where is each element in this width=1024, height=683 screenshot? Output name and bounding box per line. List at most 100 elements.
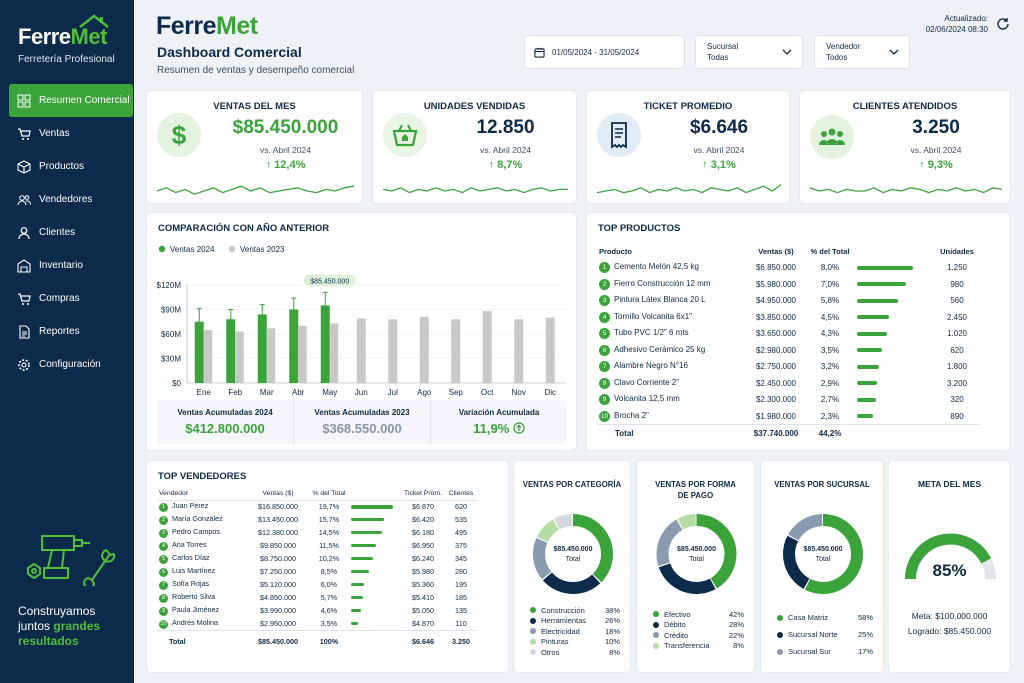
seller-name: Sofía Rojas bbox=[172, 579, 210, 588]
seller-filter[interactable]: Vendedor Todos bbox=[814, 35, 910, 69]
col-header: Vendedor bbox=[159, 489, 189, 497]
table-row[interactable]: 6 Luis Martínez $7.250.000 8,5% $5.980 280 bbox=[157, 565, 477, 578]
seller-sales: $12.380.000 bbox=[258, 528, 298, 537]
seller-pct-bar bbox=[351, 556, 373, 561]
kpi-comparison-label: vs. Abril 2024 bbox=[259, 145, 312, 155]
table-row[interactable]: 4 Tornillo Volcanita 6x1" $3.850.000 4,5% 2.… bbox=[597, 309, 981, 326]
sidebar-item-ventas[interactable]: Ventas bbox=[9, 117, 133, 150]
seller-ticket: $6.180 bbox=[412, 528, 434, 537]
table-row[interactable]: 1 Cemento Melón 42,5 kg $6.850.000 8,0% 1.25… bbox=[597, 260, 981, 277]
donut-slice-herramientas[interactable] bbox=[533, 514, 613, 594]
bar-2023-ago[interactable] bbox=[419, 316, 429, 383]
bar-2024-may[interactable] bbox=[320, 305, 330, 383]
donut-slice-sucursal-norte[interactable] bbox=[783, 514, 863, 594]
sidebar-item-inventario[interactable]: Inventario bbox=[9, 249, 133, 282]
donut-slice-débito[interactable] bbox=[656, 514, 737, 594]
table-row[interactable]: 10 Brocha 2" $1.980.000 2,3% 890 bbox=[597, 408, 981, 425]
table-row[interactable]: 3 Pintura Látex Blanca 20 L $4.950.000 5,8%… bbox=[597, 293, 981, 310]
bar-2023-dic[interactable] bbox=[545, 317, 555, 383]
donut-legend: Casa Matriz 58% Sucursal Norte 25% Sucursal … bbox=[777, 609, 873, 660]
x-tick-label: Feb bbox=[228, 388, 242, 397]
table-row[interactable]: 6 Adhesivo Cerámico 25 kg $2.980.000 3,5% 62… bbox=[597, 342, 981, 359]
x-tick-label: Nov bbox=[512, 388, 526, 397]
table-row[interactable]: 9 Volcanita 12,5 mm $2.300.000 2,7% 320 bbox=[597, 392, 981, 409]
donut-slice-efectivo[interactable] bbox=[656, 514, 737, 594]
product-sales: $5.980.000 bbox=[755, 279, 797, 289]
total-clients: 3.250 bbox=[452, 636, 470, 646]
acc2023-label: Ventas Acumuladas 2023 bbox=[314, 408, 410, 417]
sidebar-item-vendedores[interactable]: Vendedores bbox=[9, 183, 133, 216]
table-row[interactable]: 2 María González $13.450.000 15,7% $6.420 535 bbox=[157, 513, 477, 526]
kpi-card-1[interactable]: VENTAS DEL MES $ $85.450.000 vs. Abril 2024… bbox=[146, 90, 363, 204]
sidebar-item-productos[interactable]: Productos bbox=[9, 150, 133, 183]
bar-2023-may[interactable] bbox=[330, 323, 339, 383]
bar-2023-sep[interactable] bbox=[451, 319, 461, 383]
brand-logo[interactable]: FerreMet bbox=[18, 14, 109, 50]
bar-2023-nov[interactable] bbox=[514, 319, 524, 383]
bar-2024-abr[interactable] bbox=[289, 309, 299, 384]
table-row[interactable]: 7 Sofía Rojas $5.120.000 6,0% $5.360 195 bbox=[157, 578, 477, 591]
donut-slice-crédito[interactable] bbox=[656, 514, 737, 594]
table-row[interactable]: 7 Alambre Negro N°16 $2.750.000 3,2% 1.800 bbox=[597, 359, 981, 376]
table-row[interactable]: 1 Juan Pérez $16.850.000 19,7% $6.870 620 bbox=[157, 500, 477, 513]
table-row[interactable]: 10 Andrés Molina $2.950.000 3,5% $4.870 110 bbox=[157, 617, 477, 630]
kpi-sparkline bbox=[383, 187, 568, 194]
sidebar-item-configuración[interactable]: Configuración bbox=[9, 348, 133, 381]
legend-pct: 25% bbox=[857, 630, 873, 639]
header-logo-a: Ferre bbox=[156, 12, 217, 40]
bar-2024-ene[interactable] bbox=[194, 321, 204, 383]
table-row[interactable]: 8 Clavo Corriente 2" $2.450.000 2,9% 3.200 bbox=[597, 375, 981, 392]
sidebar: FerreMet Ferretería Profesional Resumen … bbox=[0, 0, 134, 683]
acc2024-value: $412.800.000 bbox=[185, 421, 265, 436]
bar-2023-jun[interactable] bbox=[356, 318, 366, 383]
donut-slice-casa-matriz[interactable] bbox=[783, 514, 863, 594]
bar-2023-feb[interactable] bbox=[235, 331, 244, 383]
table-row[interactable]: 5 Carlos Díaz $8.750.000 10,2% $6.240 345 bbox=[157, 552, 477, 565]
kpi-icon-wrap: $ bbox=[157, 113, 201, 157]
col-header: Ventas ($) bbox=[262, 489, 294, 497]
rank-badge: 6 bbox=[159, 568, 168, 577]
seller-clients: 110 bbox=[455, 618, 467, 628]
kpi-card-2[interactable]: UNIDADES VENDIDAS 12.850 vs. Abril 2024 ↑ 8… bbox=[372, 90, 577, 204]
table-row[interactable]: 3 Pedro Campos $12.380.000 14,5% $6.180 495 bbox=[157, 526, 477, 539]
bar-2024-mar[interactable] bbox=[257, 314, 267, 383]
bar-2023-mar[interactable] bbox=[267, 328, 276, 383]
kpi-comparison-label: vs. Abril 2024 bbox=[693, 145, 745, 155]
seller-name: Ana Torres bbox=[172, 540, 207, 549]
table-row[interactable]: 8 Roberto Silva $4.850.000 5,7% $5.410 185 bbox=[157, 591, 477, 604]
sidebar-item-reportes[interactable]: Reportes bbox=[9, 315, 133, 348]
product-sales: $1.980.000 bbox=[755, 411, 797, 421]
table-row[interactable]: 9 Paula Jiménez $3.990.000 4,6% $5.050 135 bbox=[157, 604, 477, 617]
donut-center: $85.450.000 Total bbox=[514, 545, 632, 565]
refresh-icon[interactable] bbox=[996, 17, 1010, 31]
date-range-filter[interactable]: 01/05/2024 - 31/05/2024 bbox=[524, 35, 685, 69]
sidebar-item-compras[interactable]: Compras bbox=[9, 282, 133, 315]
product-units: 1.020 bbox=[946, 329, 968, 339]
seller-pct-bar bbox=[351, 582, 364, 587]
bar-2023-oct[interactable] bbox=[482, 311, 492, 383]
bar-2023-jul[interactable] bbox=[388, 319, 398, 383]
table-row[interactable]: 4 Ana Torres $9.850.000 11,5% $6.950 375 bbox=[157, 539, 477, 552]
donut-slice-electricidad[interactable] bbox=[533, 514, 613, 594]
bar-2023-abr[interactable] bbox=[298, 325, 307, 383]
kpi-card-4[interactable]: CLIENTES ATENDIDOS 3.250 vs. Abril 2024 ↑ 9… bbox=[799, 90, 1011, 204]
sidebar-item-resumen-comercial[interactable]: Resumen Comercial bbox=[9, 84, 133, 117]
table-row[interactable]: 5 Tubo PVC 1/2" 6 mts $3.650.000 4,3% 1.020 bbox=[597, 326, 981, 343]
kpi-card-3[interactable]: TICKET PROMEDIO $6.646 vs. Abril 2024 ↑ 3,1… bbox=[586, 90, 790, 204]
x-tick-label: May bbox=[322, 388, 337, 397]
arrow-up-icon: ↑ bbox=[919, 159, 928, 171]
donut-slice-construcción[interactable] bbox=[533, 514, 613, 594]
donut-legend: Efectivo 42% Débito 28% Crédito 22% Transferen… bbox=[653, 609, 744, 651]
sidebar-item-clientes[interactable]: Clientes bbox=[9, 216, 133, 249]
bar-2023-ene[interactable] bbox=[204, 329, 213, 383]
rank-badge: 9 bbox=[159, 607, 168, 616]
y-tick-label: $90M bbox=[161, 306, 181, 315]
legend-label: Efectivo bbox=[664, 609, 691, 619]
table-row[interactable]: 2 Fierro Construcción 12 mm $5.980.000 7,0%… bbox=[597, 276, 981, 293]
branch-filter[interactable]: Sucursal Todas bbox=[695, 35, 803, 69]
product-pct: 2,3% bbox=[820, 411, 840, 421]
product-units: 620 bbox=[950, 345, 964, 355]
bar-2024-feb[interactable] bbox=[226, 319, 236, 383]
rank-badge: 2 bbox=[599, 278, 610, 290]
variation-label: Variación Acumulada bbox=[458, 408, 540, 417]
